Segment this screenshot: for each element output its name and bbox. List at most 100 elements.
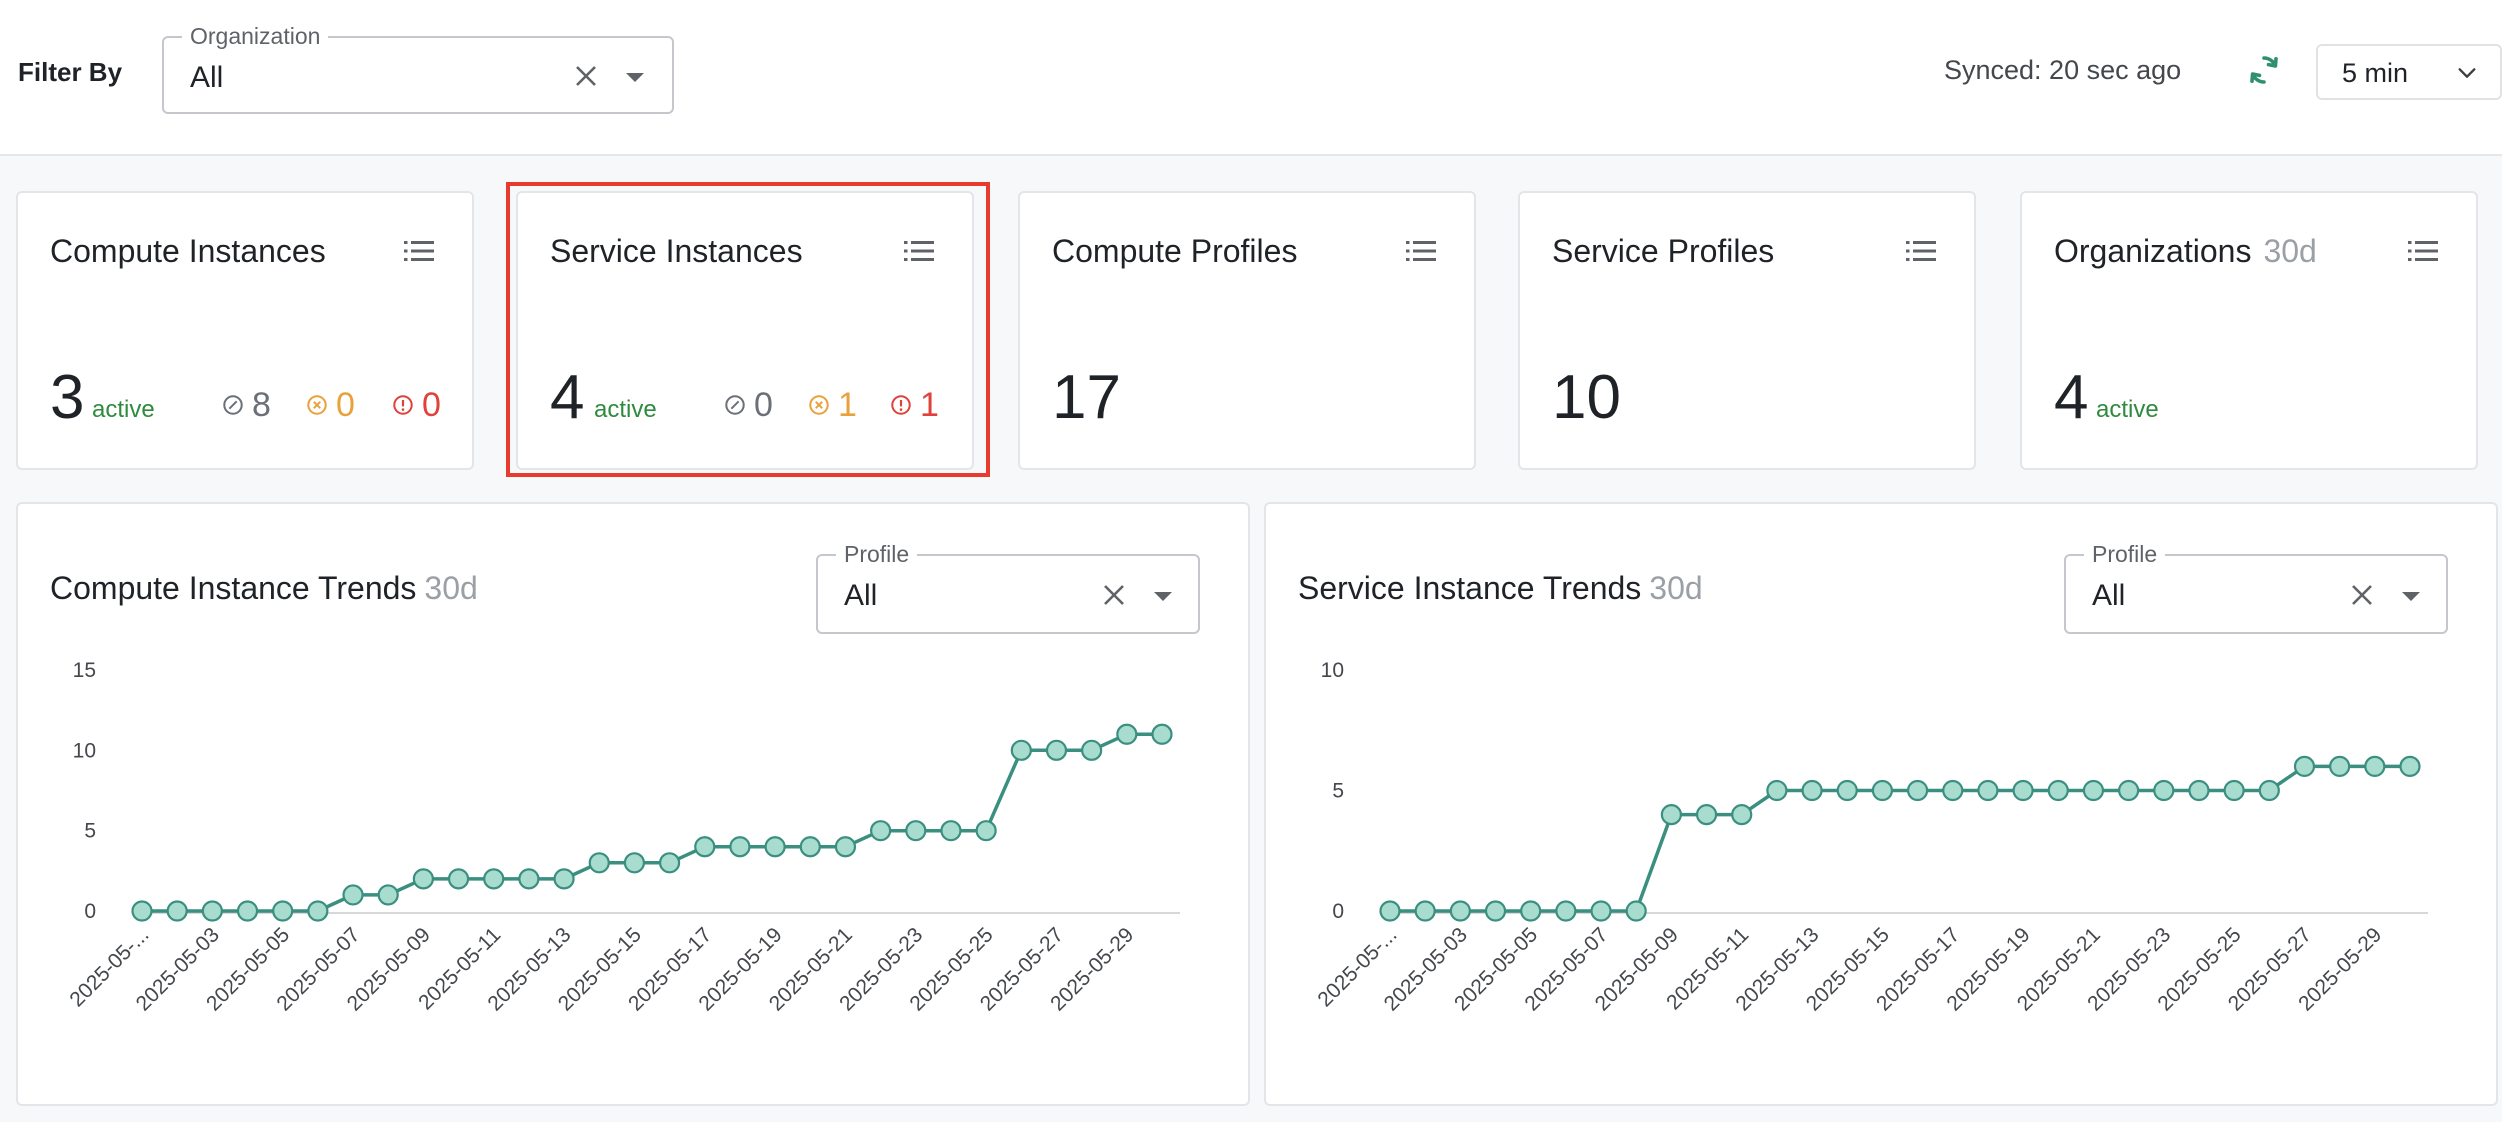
active-label: active [2096, 396, 2159, 423]
data-point[interactable] [2153, 779, 2175, 802]
data-point[interactable] [2293, 755, 2316, 777]
data-point[interactable] [483, 868, 505, 890]
profile-select-value: All [2092, 579, 2126, 612]
data-point[interactable] [588, 852, 610, 874]
data-point[interactable] [2364, 755, 2386, 777]
card-compute-instances[interactable]: Compute Instances 3 active 8 0 0 [16, 191, 474, 470]
data-point[interactable] [799, 836, 821, 858]
data-point[interactable] [729, 836, 751, 858]
data-point[interactable] [834, 836, 857, 858]
data-point[interactable] [1414, 900, 1436, 922]
warning-x-icon [307, 395, 327, 415]
list-icon[interactable] [1406, 239, 1436, 263]
data-point[interactable] [1801, 779, 1823, 802]
data-point[interactable] [1942, 779, 1964, 802]
data-point[interactable] [905, 820, 927, 842]
data-point[interactable] [2047, 779, 2069, 802]
data-point[interactable] [1484, 900, 1507, 922]
caret-down-icon[interactable] [2402, 592, 2420, 601]
data-point[interactable] [1695, 804, 1718, 826]
data-point[interactable] [1449, 900, 1471, 922]
data-point[interactable] [342, 884, 364, 906]
refresh-interval-value: 5 min [2342, 58, 2409, 88]
data-point[interactable] [518, 868, 540, 890]
y-tick-label: 10 [73, 739, 96, 762]
y-tick-label: 5 [1332, 780, 1344, 803]
card-count: 3 [50, 363, 85, 432]
profile-select[interactable]: Profile All [2064, 540, 2448, 634]
card-count: 17 [1052, 363, 1121, 432]
data-point[interactable] [412, 868, 434, 890]
data-point[interactable] [1116, 723, 1138, 745]
panel-title: Compute Instance Trends 30d [50, 570, 478, 606]
data-point[interactable] [2399, 755, 2421, 777]
data-point[interactable] [1906, 779, 1929, 802]
data-point[interactable] [1871, 779, 1894, 802]
chevron-down-icon [2458, 68, 2476, 78]
data-point[interactable] [1836, 779, 1858, 802]
data-point[interactable] [1977, 779, 1999, 802]
data-point[interactable] [2118, 779, 2140, 802]
data-point[interactable] [1555, 900, 1577, 922]
compute-instance-trends-panel: Compute Instance Trends 30d Profile All 0… [16, 502, 1250, 1106]
data-point[interactable] [1081, 739, 1103, 761]
data-point[interactable] [2258, 779, 2280, 802]
data-point[interactable] [1379, 900, 1401, 922]
data-point[interactable] [1731, 804, 1753, 826]
data-point[interactable] [377, 884, 399, 906]
data-point[interactable] [2188, 779, 2210, 802]
data-point[interactable] [623, 852, 646, 874]
data-point[interactable] [658, 852, 681, 874]
data-point[interactable] [131, 900, 153, 922]
card-title: Compute Profiles [1052, 233, 1298, 269]
data-point[interactable] [870, 820, 892, 842]
data-point[interactable] [1766, 779, 1788, 802]
card-compute-profiles[interactable]: Compute Profiles 17 [1018, 191, 1476, 470]
list-icon[interactable] [2408, 239, 2438, 263]
data-point[interactable] [1520, 900, 1542, 922]
caret-down-icon[interactable] [1154, 592, 1172, 601]
data-point[interactable] [1010, 739, 1032, 761]
list-icon[interactable] [404, 239, 434, 263]
data-point[interactable] [2082, 779, 2105, 802]
data-point[interactable] [201, 900, 223, 922]
stopped-stat: 0 [724, 385, 773, 425]
organization-select[interactable]: Organization All [162, 22, 674, 114]
data-point[interactable] [447, 868, 470, 890]
profile-select[interactable]: Profile All [816, 540, 1200, 634]
data-point[interactable] [2329, 755, 2351, 777]
data-point[interactable] [2223, 779, 2245, 802]
profile-select-value: All [844, 579, 878, 612]
refresh-icon[interactable] [2246, 52, 2282, 88]
data-point[interactable] [2012, 779, 2034, 802]
data-point[interactable] [236, 900, 259, 922]
list-icon[interactable] [1906, 239, 1936, 263]
data-point[interactable] [1660, 804, 1682, 826]
warning-stat: 0 [306, 385, 355, 425]
card-title: Service Profiles [1552, 233, 1775, 269]
series-line [142, 732, 1162, 913]
clear-icon[interactable] [574, 64, 598, 88]
filter-bar: Filter By Organization All Synced: 20 se… [0, 0, 2502, 156]
data-point[interactable] [307, 900, 329, 922]
card-service-instances[interactable]: Service Instances 4 active 0 1 1 [516, 191, 974, 470]
data-point[interactable] [940, 820, 962, 842]
data-point[interactable] [694, 836, 716, 858]
data-point[interactable] [272, 900, 294, 922]
data-point[interactable] [1045, 739, 1068, 761]
data-point[interactable] [553, 868, 575, 890]
data-point[interactable] [764, 836, 786, 858]
card-service-profiles[interactable]: Service Profiles 10 [1518, 191, 1976, 470]
card-organizations[interactable]: Organizations 30d 4 active [2020, 191, 2478, 470]
data-point[interactable] [975, 820, 997, 842]
clear-icon[interactable] [1102, 583, 1126, 607]
refresh-interval-select[interactable]: 5 min [2316, 44, 2502, 100]
clear-icon[interactable] [2350, 583, 2374, 607]
data-point[interactable] [1590, 900, 1612, 922]
caret-down-icon[interactable] [626, 73, 644, 82]
list-icon[interactable] [904, 239, 934, 263]
data-point[interactable] [1625, 900, 1647, 922]
error-stat: 0 [392, 385, 441, 425]
data-point[interactable] [1151, 723, 1173, 745]
data-point[interactable] [166, 900, 188, 922]
